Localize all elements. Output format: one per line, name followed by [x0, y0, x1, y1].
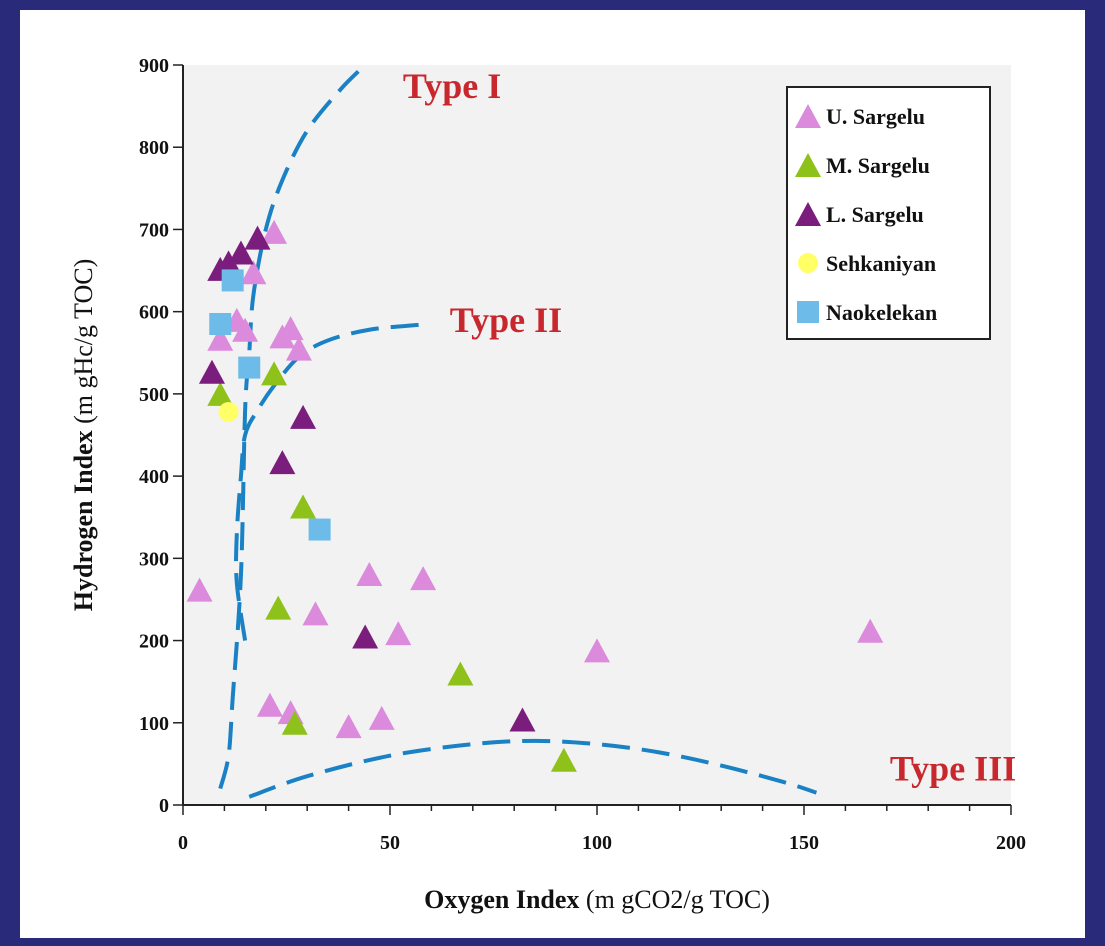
- legend-marker-sehkaniyan: [798, 253, 818, 273]
- y-tick-label: 0: [159, 795, 169, 817]
- point-m-sargelu: [281, 710, 308, 735]
- point-u-sargelu: [261, 219, 288, 244]
- point-u-sargelu: [232, 317, 259, 342]
- y-axis-title: Hydrogen Index (m gHc/g TOC): [69, 259, 98, 611]
- curve-type-iii: [248, 738, 818, 799]
- label-type-i: Type I: [403, 66, 501, 106]
- x-tick-label: 100: [582, 832, 612, 854]
- y-axis-unit: (m gHc/g TOC): [69, 259, 98, 424]
- legend-label-u-sargelu: U. Sargelu: [826, 104, 925, 129]
- point-l-sargelu: [215, 250, 242, 275]
- point-u-sargelu: [186, 577, 213, 602]
- y-tick-label: 100: [139, 713, 169, 735]
- legend-marker-l-sargelu: [795, 202, 821, 226]
- type-labels: Type I Type II Type III: [403, 66, 1016, 788]
- label-type-ii: Type II: [450, 300, 562, 340]
- point-u-sargelu: [240, 260, 267, 285]
- y-axis-label: Hydrogen Index: [69, 430, 98, 611]
- data-points: [186, 219, 884, 772]
- x-tick-label: 200: [996, 832, 1026, 854]
- point-naokelekan: [209, 313, 232, 335]
- point-l-sargelu: [352, 624, 379, 649]
- axes: 0 50 100 150 200 0 100 200 300 400 500 600 700 800 900: [139, 55, 1026, 854]
- point-naokelekan: [238, 356, 261, 379]
- point-l-sargelu: [269, 450, 296, 475]
- y-tick-label: 200: [139, 631, 169, 653]
- y-tick-label: 800: [139, 137, 169, 159]
- point-u-sargelu: [302, 601, 329, 626]
- x-tick-label: 50: [380, 832, 400, 854]
- point-u-sargelu: [356, 561, 383, 586]
- y-tick-label: 500: [139, 384, 169, 406]
- point-u-sargelu: [368, 705, 395, 730]
- point-m-sargelu: [550, 747, 577, 772]
- point-u-sargelu: [335, 714, 362, 739]
- y-tick-label: 300: [139, 548, 169, 570]
- curve-type-ii: [234, 322, 420, 641]
- x-axis-label: Oxygen Index: [424, 885, 579, 914]
- point-sehkaniyan: [218, 401, 239, 422]
- point-l-sargelu: [227, 240, 254, 265]
- y-tick-label: 600: [139, 302, 169, 324]
- point-l-sargelu: [509, 707, 536, 732]
- point-l-sargelu: [198, 359, 225, 384]
- curve-type-i: [218, 63, 367, 790]
- point-naokelekan: [221, 269, 244, 292]
- point-m-sargelu: [207, 381, 234, 406]
- point-naokelekan: [308, 518, 331, 541]
- point-u-sargelu: [285, 336, 312, 361]
- point-m-sargelu: [447, 661, 474, 686]
- point-m-sargelu: [265, 595, 292, 620]
- point-u-sargelu: [857, 618, 884, 643]
- point-u-sargelu: [277, 316, 304, 341]
- x-tick-label: 150: [789, 832, 819, 854]
- point-m-sargelu: [290, 494, 317, 519]
- label-type-iii: Type III: [890, 748, 1016, 788]
- legend-marker-u-sargelu: [795, 104, 821, 128]
- point-u-sargelu: [410, 566, 437, 591]
- legend-label-naokelekan: Naokelekan: [826, 300, 937, 325]
- x-axis-unit: (m gCO2/g TOC): [586, 885, 770, 914]
- point-l-sargelu: [244, 225, 271, 250]
- legend-label-m-sargelu: M. Sargelu: [826, 153, 930, 178]
- y-tick-label: 900: [139, 55, 169, 77]
- legend-label-sehkaniyan: Sehkaniyan: [826, 251, 936, 276]
- point-m-sargelu: [261, 361, 288, 386]
- legend-box: [786, 86, 991, 340]
- y-tick-label: 400: [139, 466, 169, 488]
- point-u-sargelu: [256, 692, 283, 717]
- legend-marker-naokelekan: [797, 301, 819, 323]
- legend-marker-m-sargelu: [795, 153, 821, 177]
- legend: U. Sargelu M. Sargelu L. Sargelu Sehkaniyan…: [786, 86, 991, 340]
- y-tick-label: 700: [139, 219, 169, 241]
- point-l-sargelu: [290, 404, 317, 429]
- type-curves: [218, 63, 818, 799]
- x-tick-label: 0: [178, 832, 188, 854]
- point-u-sargelu: [207, 326, 234, 351]
- x-axis-title: Oxygen Index (m gCO2/g TOC): [424, 885, 770, 914]
- legend-label-l-sargelu: L. Sargelu: [826, 202, 924, 227]
- point-u-sargelu: [584, 638, 610, 663]
- point-u-sargelu: [385, 621, 412, 646]
